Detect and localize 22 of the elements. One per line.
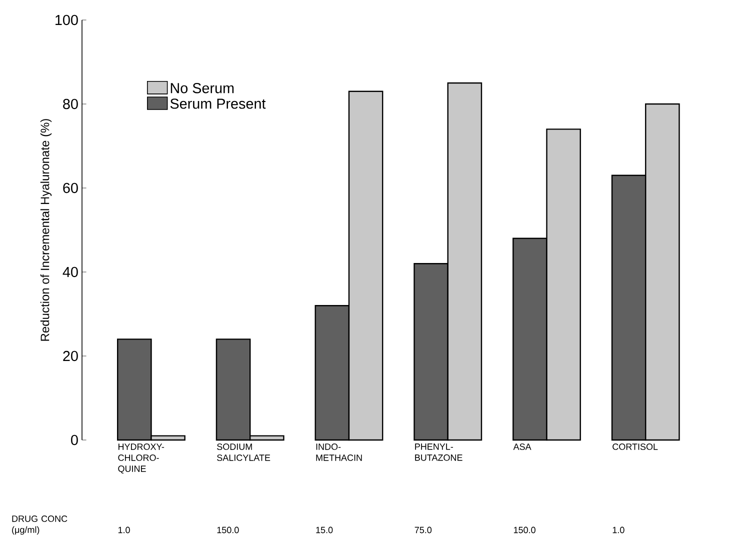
- text: 1.0: [612, 526, 624, 534]
- y-tick-label: 80: [63, 98, 78, 110]
- y-axis-title: Reduction of Incremental Hyaluronate (%): [40, 119, 52, 341]
- x-tick-label: CORTISOL: [612, 444, 658, 450]
- x-tick-label: SODIUM SALICYLATE: [217, 444, 270, 461]
- y-tick-label: 60: [63, 182, 78, 194]
- text: DRUG CONC (μg/ml): [12, 516, 68, 535]
- text: 150.0: [514, 526, 536, 534]
- legend-label: Serum Present: [170, 98, 266, 109]
- y-tick-label: 20: [63, 350, 78, 362]
- x-tick-label: ASA: [513, 444, 532, 450]
- text: 75.0: [414, 526, 432, 534]
- text: 15.0: [316, 526, 333, 534]
- legend-label: No Serum: [170, 83, 234, 94]
- y-tick-label: 40: [62, 266, 78, 278]
- y-tick-label: 100: [56, 14, 78, 26]
- x-tick-label: PHENYL- BUTAZONE: [415, 444, 462, 461]
- y-tick-label: 0: [71, 434, 78, 446]
- text: 150.0: [217, 526, 239, 534]
- x-tick-label: INDO- METHACIN: [316, 444, 362, 461]
- x-tick-label: HYDROXY- CHLORO- QUINE: [118, 444, 164, 474]
- text: 1.0: [118, 526, 130, 534]
